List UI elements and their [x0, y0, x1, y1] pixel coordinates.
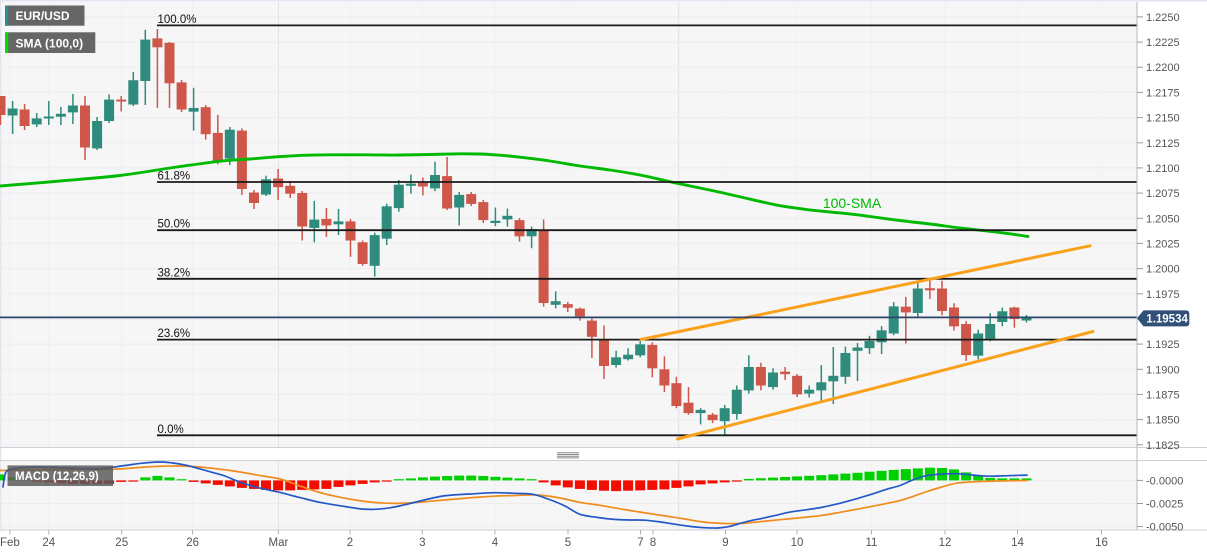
svg-text:61.8%: 61.8%: [158, 171, 191, 183]
svg-text:100.0%: 100.0%: [158, 14, 197, 26]
svg-text:11: 11: [866, 537, 878, 549]
svg-text:1.1925: 1.1925: [1146, 339, 1180, 351]
svg-text:1.19534: 1.19534: [1146, 314, 1188, 326]
svg-text:-0.0025: -0.0025: [1146, 499, 1183, 511]
svg-text:50.0%: 50.0%: [158, 219, 191, 231]
svg-text:25: 25: [115, 537, 128, 549]
svg-text:23.6%: 23.6%: [158, 328, 191, 340]
svg-text:1.1975: 1.1975: [1146, 289, 1180, 301]
svg-text:2: 2: [347, 537, 353, 549]
svg-text:1.2200: 1.2200: [1146, 62, 1180, 74]
svg-text:14: 14: [1011, 537, 1024, 549]
svg-text:12: 12: [939, 537, 952, 549]
svg-text:8: 8: [650, 537, 656, 549]
svg-text:-0.0050: -0.0050: [1146, 522, 1183, 534]
svg-text:1.1850: 1.1850: [1146, 415, 1180, 427]
svg-text:1.1900: 1.1900: [1146, 364, 1180, 376]
svg-text:1.1825: 1.1825: [1146, 440, 1180, 452]
svg-text:1.2100: 1.2100: [1146, 163, 1180, 175]
svg-text:MACD (12,26,9): MACD (12,26,9): [15, 471, 99, 483]
svg-text:Mar: Mar: [268, 537, 288, 549]
svg-text:10: 10: [791, 537, 804, 549]
svg-text:0.0%: 0.0%: [158, 424, 184, 436]
svg-text:1.2025: 1.2025: [1146, 238, 1180, 250]
svg-text:Feb: Feb: [0, 537, 20, 549]
svg-text:1.2175: 1.2175: [1146, 87, 1180, 99]
svg-text:1.1875: 1.1875: [1146, 389, 1180, 401]
svg-text:7: 7: [637, 537, 643, 549]
svg-text:24: 24: [42, 537, 55, 549]
svg-text:1.2000: 1.2000: [1146, 264, 1180, 276]
svg-text:1.2050: 1.2050: [1146, 213, 1180, 225]
svg-text:26: 26: [186, 537, 199, 549]
svg-text:4: 4: [492, 537, 499, 549]
svg-text:1.2225: 1.2225: [1146, 37, 1180, 49]
svg-text:1.2250: 1.2250: [1146, 12, 1180, 24]
svg-text:EUR/USD: EUR/USD: [16, 9, 70, 23]
svg-text:9: 9: [722, 537, 728, 549]
svg-text:16: 16: [1095, 537, 1108, 549]
svg-text:5: 5: [565, 537, 571, 549]
svg-text:38.2%: 38.2%: [158, 267, 191, 279]
svg-text:100-SMA: 100-SMA: [823, 195, 882, 211]
svg-text:1.2125: 1.2125: [1146, 138, 1180, 150]
svg-text:1.2150: 1.2150: [1146, 113, 1180, 125]
svg-text:1.2075: 1.2075: [1146, 188, 1180, 200]
svg-text:-0.0000: -0.0000: [1146, 475, 1183, 487]
svg-text:3: 3: [419, 537, 425, 549]
svg-text:SMA (100,0): SMA (100,0): [16, 36, 84, 50]
